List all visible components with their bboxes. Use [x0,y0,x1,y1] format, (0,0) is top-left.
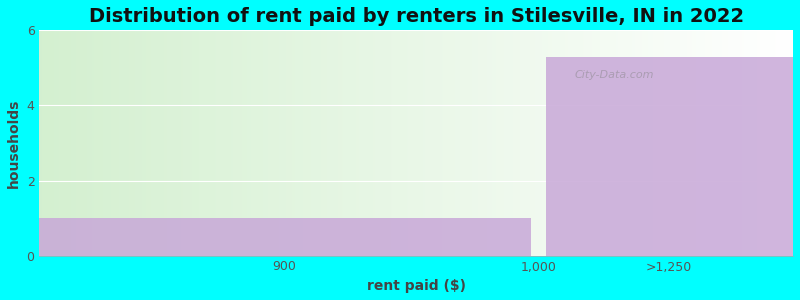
Bar [546,57,793,256]
Text: City-Data.com: City-Data.com [574,70,654,80]
Bar [39,218,531,256]
Title: Distribution of rent paid by renters in Stilesville, IN in 2022: Distribution of rent paid by renters in … [89,7,744,26]
X-axis label: rent paid ($): rent paid ($) [366,279,466,293]
Y-axis label: households: households [7,98,21,188]
